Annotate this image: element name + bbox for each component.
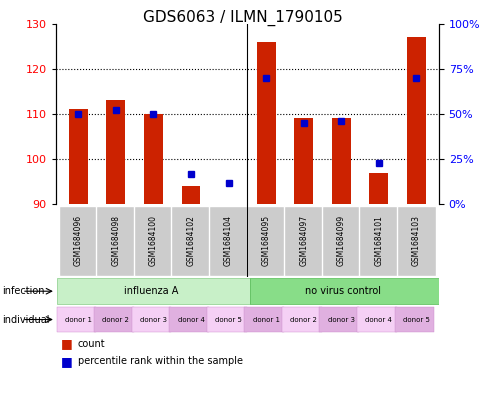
Text: donor 5: donor 5 [402, 316, 429, 323]
FancyBboxPatch shape [96, 206, 135, 275]
Text: count: count [77, 338, 105, 349]
Text: GDS6063 / ILMN_1790105: GDS6063 / ILMN_1790105 [142, 10, 342, 26]
Text: donor 3: donor 3 [140, 316, 166, 323]
FancyBboxPatch shape [246, 206, 285, 275]
Text: influenza A: influenza A [124, 286, 179, 296]
FancyBboxPatch shape [319, 307, 359, 332]
Text: GSM1684102: GSM1684102 [186, 215, 195, 266]
FancyBboxPatch shape [284, 206, 322, 275]
Bar [106, 101, 125, 204]
FancyBboxPatch shape [359, 206, 397, 275]
Text: donor 3: donor 3 [327, 316, 354, 323]
Text: donor 1: donor 1 [65, 316, 91, 323]
Text: donor 4: donor 4 [177, 316, 204, 323]
Text: donor 1: donor 1 [252, 316, 279, 323]
Text: donor 2: donor 2 [289, 316, 317, 323]
FancyBboxPatch shape [206, 307, 246, 332]
FancyBboxPatch shape [169, 307, 209, 332]
Text: donor 5: donor 5 [215, 316, 242, 323]
Text: GSM1684095: GSM1684095 [261, 215, 270, 266]
Text: no virus control: no virus control [304, 286, 380, 296]
FancyBboxPatch shape [131, 307, 171, 332]
Bar [69, 110, 88, 204]
Text: GSM1684096: GSM1684096 [74, 215, 83, 266]
Text: GSM1684099: GSM1684099 [336, 215, 345, 266]
FancyBboxPatch shape [244, 307, 284, 332]
Bar [256, 42, 275, 204]
FancyBboxPatch shape [281, 307, 321, 332]
Text: GSM1684097: GSM1684097 [299, 215, 307, 266]
Text: GSM1684104: GSM1684104 [224, 215, 233, 266]
FancyBboxPatch shape [57, 279, 250, 304]
Text: ■: ■ [60, 337, 72, 350]
FancyBboxPatch shape [250, 279, 439, 304]
FancyBboxPatch shape [396, 206, 435, 275]
Bar [181, 186, 200, 204]
Bar [406, 37, 425, 204]
Text: percentile rank within the sample: percentile rank within the sample [77, 356, 242, 366]
Text: GSM1684100: GSM1684100 [149, 215, 158, 266]
Bar [144, 114, 163, 204]
Bar [369, 173, 387, 204]
Text: donor 4: donor 4 [364, 316, 392, 323]
Text: donor 2: donor 2 [102, 316, 129, 323]
FancyBboxPatch shape [356, 307, 396, 332]
Text: GSM1684101: GSM1684101 [374, 215, 382, 266]
FancyBboxPatch shape [57, 307, 96, 332]
Text: individual: individual [2, 314, 50, 325]
Text: GSM1684103: GSM1684103 [411, 215, 420, 266]
Text: infection: infection [2, 286, 45, 296]
FancyBboxPatch shape [59, 206, 98, 275]
Text: ■: ■ [60, 355, 72, 368]
FancyBboxPatch shape [321, 206, 360, 275]
FancyBboxPatch shape [171, 206, 210, 275]
FancyBboxPatch shape [94, 307, 134, 332]
Text: GSM1684098: GSM1684098 [111, 215, 120, 266]
FancyBboxPatch shape [394, 307, 434, 332]
FancyBboxPatch shape [209, 206, 248, 275]
FancyBboxPatch shape [134, 206, 173, 275]
Bar [294, 119, 313, 204]
Bar [331, 119, 350, 204]
